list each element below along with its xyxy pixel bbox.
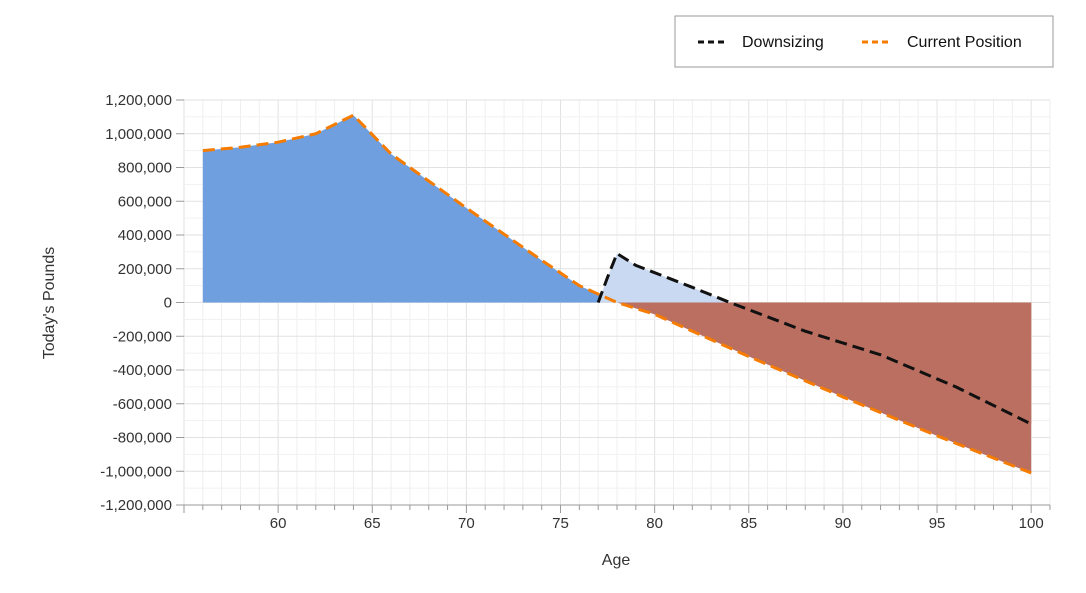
series-line-current-position (202, 113, 1032, 475)
y-tick-label: -1,000,000 (100, 463, 172, 480)
y-tick-label: -400,000 (113, 362, 172, 379)
x-tick-label: 60 (270, 515, 287, 532)
y-tick-label: 800,000 (118, 160, 172, 177)
y-tick-label: 1,200,000 (105, 92, 172, 109)
x-tick-labels: 60 65 70 75 80 85 90 95 100 (270, 515, 1044, 532)
x-tick-label: 95 (929, 515, 946, 532)
series-line-downsizing (596, 252, 1032, 426)
y-tick-label: 1,000,000 (105, 126, 172, 143)
current-positive-area (202, 115, 617, 303)
y-tick-label: 400,000 (118, 227, 172, 244)
downsizing-positive-area (598, 253, 730, 303)
legend: Downsizing Current Position (674, 15, 1054, 68)
y-tick-label: -800,000 (113, 430, 172, 447)
legend-label-current-position: Current Position (907, 34, 1022, 51)
x-tick-label: 65 (364, 515, 381, 532)
y-axis-title: Today's Pounds (41, 247, 58, 359)
y-tick-label: -1,200,000 (100, 497, 172, 514)
x-axis-title: Age (602, 552, 631, 569)
axes (176, 99, 1051, 513)
y-tick-labels: 1,200,000 1,000,000 800,000 600,000 400,000 2… (100, 92, 172, 514)
series-lines (202, 113, 1032, 475)
y-tick-label: -600,000 (113, 396, 172, 413)
y-tick-label: 600,000 (118, 193, 172, 210)
x-tick-label: 80 (646, 515, 663, 532)
y-tick-label: 200,000 (118, 261, 172, 278)
x-tick-label: 70 (458, 515, 475, 532)
x-tick-label: 90 (835, 515, 852, 532)
x-tick-label: 85 (740, 515, 757, 532)
x-tick-label: 75 (552, 515, 569, 532)
y-tick-label: -200,000 (113, 328, 172, 345)
x-tick-label: 100 (1019, 515, 1044, 532)
legend-label-downsizing: Downsizing (742, 34, 824, 51)
y-tick-label: 0 (164, 295, 172, 312)
